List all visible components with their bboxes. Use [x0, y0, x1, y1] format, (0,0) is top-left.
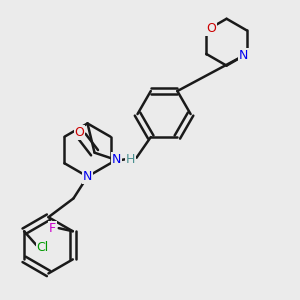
Text: N: N [83, 170, 92, 183]
Text: F: F [49, 222, 56, 235]
Text: N: N [112, 153, 121, 166]
Text: O: O [206, 22, 216, 35]
Text: O: O [75, 126, 85, 139]
Text: Cl: Cl [37, 241, 49, 254]
Text: N: N [239, 49, 248, 62]
Text: H: H [126, 153, 135, 166]
